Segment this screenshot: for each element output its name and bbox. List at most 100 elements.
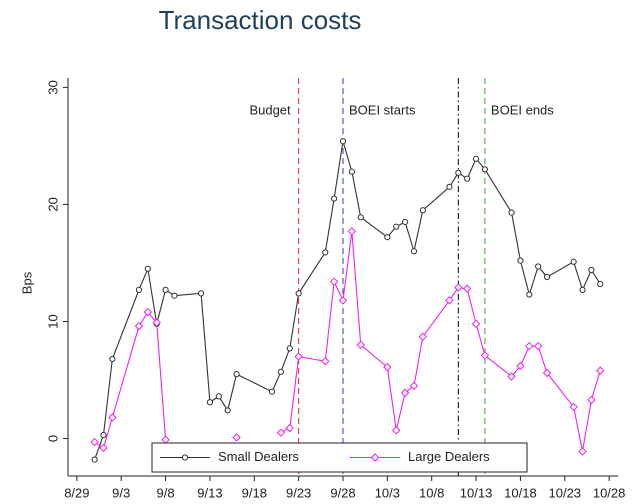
point xyxy=(90,437,99,447)
point xyxy=(410,248,418,255)
legend-label: Large Dealers xyxy=(408,449,490,464)
point xyxy=(134,321,144,331)
point xyxy=(525,341,534,351)
legend-label: Small Dealers xyxy=(218,449,299,464)
point xyxy=(144,265,151,272)
x-tick-label: 10/23 xyxy=(549,485,582,500)
point xyxy=(516,361,525,371)
point xyxy=(481,166,489,173)
point xyxy=(578,447,587,456)
point xyxy=(507,372,516,381)
point xyxy=(347,227,357,236)
point xyxy=(446,183,453,190)
point xyxy=(579,286,586,293)
y-tick-label: 0 xyxy=(45,435,60,442)
point xyxy=(543,273,551,281)
chart-title: Transaction costs xyxy=(159,5,362,35)
point xyxy=(401,218,409,226)
x-tick-label: 9/28 xyxy=(330,485,355,500)
point xyxy=(181,454,189,461)
point xyxy=(338,296,348,305)
point xyxy=(232,433,241,442)
y-tick-label: 30 xyxy=(45,80,60,94)
point xyxy=(597,280,604,288)
point xyxy=(108,413,117,422)
legend-box xyxy=(151,442,528,473)
point xyxy=(295,290,302,297)
point xyxy=(206,399,214,406)
x-tick-label: 10/13 xyxy=(460,485,493,500)
point xyxy=(233,371,240,378)
x-tick-label: 9/13 xyxy=(197,485,222,500)
event-label: BOEI starts xyxy=(349,102,416,117)
point xyxy=(400,388,410,398)
y-tick-label: 10 xyxy=(45,314,60,328)
point xyxy=(99,443,108,453)
point xyxy=(348,168,355,175)
point xyxy=(294,352,303,361)
point xyxy=(587,395,596,405)
point xyxy=(480,351,490,360)
point xyxy=(276,428,286,437)
point xyxy=(462,284,472,293)
point xyxy=(569,402,578,412)
point xyxy=(535,263,542,270)
point xyxy=(454,283,463,292)
point xyxy=(418,332,428,341)
point xyxy=(570,258,577,265)
x-tick-label: 10/18 xyxy=(504,485,537,500)
point xyxy=(285,423,294,433)
point xyxy=(143,307,153,317)
event-label: Budget xyxy=(249,102,291,117)
point xyxy=(197,290,205,297)
point xyxy=(339,138,347,145)
point xyxy=(383,362,392,372)
point xyxy=(472,155,480,162)
point xyxy=(357,214,364,221)
x-tick-label: 8/29 xyxy=(64,485,89,500)
point xyxy=(419,207,426,214)
point xyxy=(91,456,98,463)
x-tick-label: 10/28 xyxy=(593,485,626,500)
point xyxy=(596,366,605,375)
point xyxy=(268,388,276,395)
legend: Small Dealers Large Dealers xyxy=(151,442,528,473)
x-tick-label: 10/8 xyxy=(419,485,444,500)
point xyxy=(277,368,285,375)
point xyxy=(109,355,116,363)
x-tick-label: 9/8 xyxy=(157,485,175,500)
point xyxy=(161,435,170,444)
point xyxy=(152,318,161,327)
point xyxy=(588,266,595,274)
event-label: BOEI ends xyxy=(491,102,554,117)
series-line xyxy=(94,231,601,452)
x-tick-label: 9/23 xyxy=(286,485,311,500)
point xyxy=(286,345,293,352)
point xyxy=(329,277,339,286)
y-axis-label: Bps xyxy=(19,271,34,294)
point xyxy=(384,234,391,241)
point xyxy=(471,319,481,329)
point xyxy=(533,341,543,351)
point xyxy=(321,357,330,366)
point xyxy=(356,340,365,350)
point xyxy=(455,169,462,176)
point xyxy=(322,249,329,256)
point xyxy=(409,381,419,391)
point xyxy=(445,296,454,305)
point xyxy=(392,426,401,435)
point xyxy=(517,257,524,264)
y-tick-label: 20 xyxy=(45,197,60,211)
point xyxy=(508,209,515,216)
point xyxy=(526,291,533,298)
point xyxy=(135,286,143,293)
point xyxy=(393,223,400,230)
x-tick-label: 9/3 xyxy=(112,485,130,500)
point xyxy=(171,292,178,299)
point xyxy=(370,453,380,462)
point xyxy=(464,175,471,182)
point xyxy=(331,195,338,202)
point xyxy=(162,286,169,293)
point xyxy=(215,393,222,400)
